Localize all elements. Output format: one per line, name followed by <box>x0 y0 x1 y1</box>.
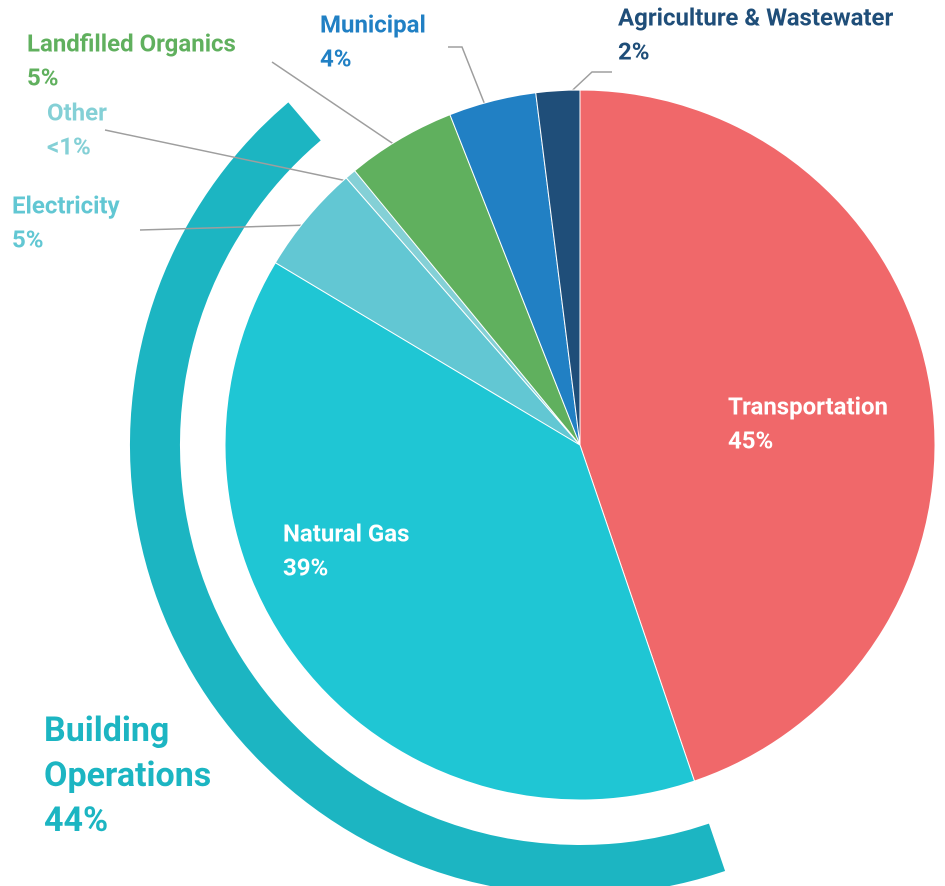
value-label: 45% <box>728 426 773 454</box>
slice-label: Municipal <box>320 10 426 38</box>
slices <box>224 89 936 801</box>
slice-label: Agriculture & Wastewater <box>618 3 893 31</box>
annotation-text: Operations <box>44 755 211 795</box>
leader-line <box>139 224 311 231</box>
slice-label: Landfilled Organics <box>27 29 236 57</box>
leader-line <box>271 61 396 146</box>
leader-line <box>448 46 488 111</box>
slice-label: Other <box>47 98 107 126</box>
value-label: 39% <box>283 553 328 581</box>
annotation-text: Building <box>44 710 169 750</box>
slice <box>224 262 696 801</box>
value-label: 5% <box>27 63 59 91</box>
slice-label: Natural Gas <box>283 519 409 547</box>
slice <box>535 89 581 446</box>
slice <box>579 89 936 782</box>
annotation-value: 44% <box>44 800 108 840</box>
leader-line <box>104 129 353 183</box>
value-label: 5% <box>12 225 44 253</box>
annotation-arc <box>130 102 726 886</box>
slice-label: Transportation <box>728 392 888 420</box>
value-label: <1% <box>47 132 91 160</box>
slice-label: Electricity <box>12 191 121 219</box>
value-label: 4% <box>320 44 352 72</box>
leader-lines <box>104 46 612 231</box>
value-label: 2% <box>618 37 650 65</box>
